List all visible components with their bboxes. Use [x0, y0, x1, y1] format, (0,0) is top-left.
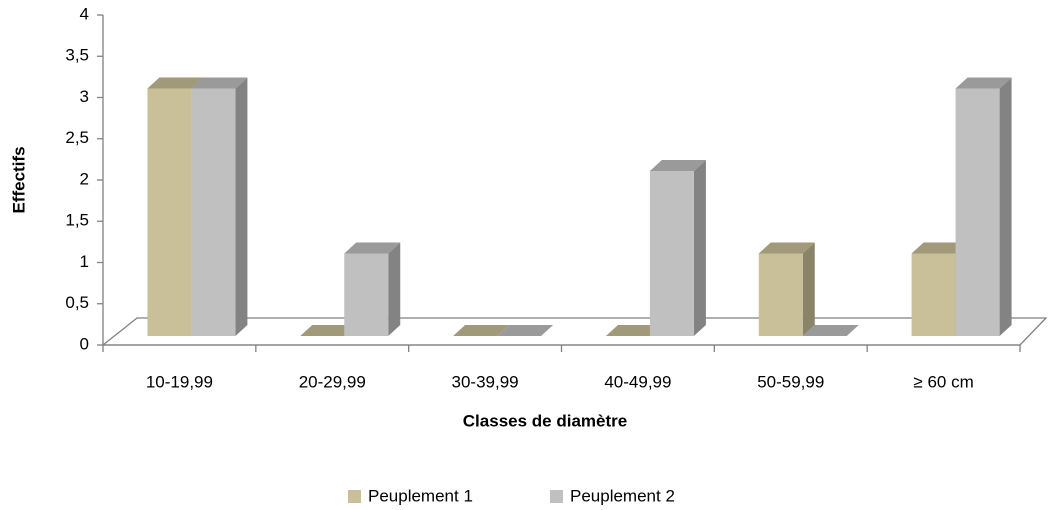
bar-top [955, 77, 1012, 89]
bar-top [300, 325, 357, 336]
y-tick-label: 0 [80, 334, 89, 353]
bar [147, 88, 192, 336]
x-axis-title: Classes de diamètre [463, 411, 627, 430]
bar-top [649, 160, 706, 171]
bar-side [693, 160, 706, 336]
bar-side [388, 242, 401, 336]
bar-top [344, 242, 401, 254]
legend-label: Peuplement 1 [368, 486, 473, 505]
bar-side [999, 77, 1012, 336]
y-tick-label: 3 [80, 87, 89, 106]
bar [649, 171, 694, 336]
x-tick-label: 10-19,99 [146, 372, 213, 391]
y-tick-label: 0,5 [65, 293, 89, 312]
bar-top [802, 325, 859, 336]
legend-label: Peuplement 2 [570, 486, 675, 505]
legend-swatch [348, 490, 361, 503]
x-tick-label: 30-39,99 [452, 372, 519, 391]
bar [191, 88, 236, 336]
x-tick-label: ≥ 60 cm [913, 372, 973, 391]
y-tick-label: 2,5 [65, 128, 89, 147]
bar-side [802, 242, 815, 336]
legend-swatch [550, 490, 563, 503]
bar-top [605, 325, 662, 336]
bar-top [147, 77, 204, 89]
y-tick-label: 4 [80, 4, 89, 23]
bar [911, 253, 956, 336]
x-tick-label: 40-49,99 [604, 372, 671, 391]
bar [955, 88, 1000, 336]
bar-top [911, 242, 968, 254]
y-tick-label: 2 [80, 169, 89, 188]
y-tick-label: 3,5 [65, 46, 89, 65]
y-tick-label: 1,5 [65, 211, 89, 230]
y-tick-label: 1 [80, 252, 89, 271]
x-tick-label: 20-29,99 [299, 372, 366, 391]
bar-top [191, 77, 248, 89]
x-tick-label: 50-59,99 [757, 372, 824, 391]
bar [758, 253, 803, 336]
bar-top [453, 325, 510, 336]
y-axis-title: Effectifs [9, 146, 28, 213]
bar-top [497, 325, 554, 336]
bar-side [235, 77, 248, 336]
bar [344, 253, 389, 336]
bar-top [758, 242, 815, 254]
